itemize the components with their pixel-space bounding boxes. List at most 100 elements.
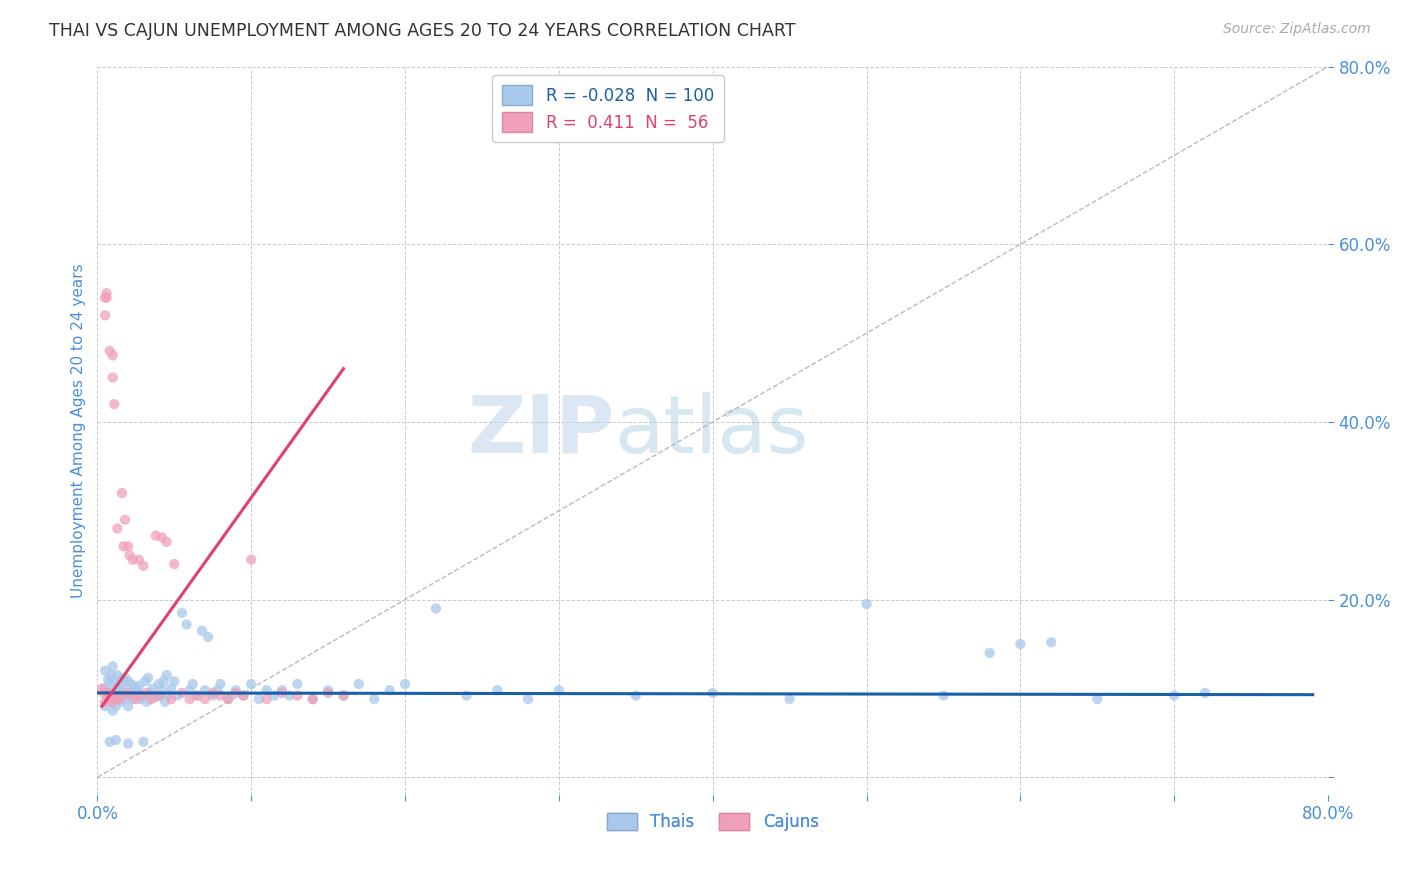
Point (142, 681, 165, 696)
Point (179, 692, 201, 706)
Point (201, 686, 224, 700)
Point (979, 646, 1001, 660)
Point (97, 690, 120, 705)
Point (155, 668, 177, 682)
Point (141, 692, 163, 706)
Point (201, 689, 224, 703)
Point (114, 692, 136, 706)
Point (217, 692, 239, 706)
Point (217, 692, 239, 706)
Point (240, 677, 263, 691)
Point (98, 677, 121, 691)
Point (932, 689, 955, 703)
Point (94, 309, 117, 323)
Point (363, 692, 385, 706)
Point (256, 683, 278, 698)
Point (93, 686, 115, 700)
Point (1040, 635, 1063, 649)
Point (209, 689, 232, 703)
Point (96, 291, 118, 305)
Point (247, 692, 270, 706)
Point (115, 688, 138, 702)
Point (702, 686, 724, 700)
Point (263, 689, 285, 703)
Point (98, 692, 121, 706)
Point (110, 681, 132, 696)
Point (112, 677, 135, 691)
Point (186, 689, 208, 703)
Point (1194, 686, 1216, 700)
Point (191, 624, 214, 638)
Point (160, 681, 183, 696)
Point (91, 681, 114, 696)
Point (1085, 692, 1108, 706)
Point (1163, 689, 1185, 703)
Point (101, 704, 124, 718)
Point (181, 677, 204, 691)
Point (347, 677, 370, 691)
Point (111, 686, 134, 700)
Point (149, 689, 172, 703)
Point (101, 695, 124, 709)
Point (285, 689, 308, 703)
Point (120, 689, 142, 703)
Point (111, 486, 134, 500)
Point (97, 686, 120, 700)
Point (128, 552, 150, 566)
Point (103, 397, 125, 411)
Point (100, 695, 122, 709)
Point (101, 673, 124, 687)
Point (118, 686, 141, 700)
Point (517, 692, 540, 706)
Point (232, 689, 254, 703)
Point (94, 291, 117, 305)
Point (94, 681, 117, 696)
Point (94, 664, 117, 678)
Point (132, 558, 155, 573)
Point (94, 699, 117, 714)
Point (121, 692, 143, 706)
Point (120, 677, 142, 691)
Point (209, 677, 232, 691)
Text: Source: ZipAtlas.com: Source: ZipAtlas.com (1223, 22, 1371, 37)
Point (194, 692, 217, 706)
Point (110, 692, 132, 706)
Point (141, 686, 163, 700)
Point (110, 673, 132, 687)
Point (148, 689, 170, 703)
Point (101, 659, 124, 673)
Point (160, 692, 183, 706)
Point (98, 343, 121, 358)
Point (100, 689, 122, 703)
Point (100, 668, 122, 682)
Point (145, 690, 167, 705)
Point (153, 695, 176, 709)
Point (1010, 637, 1032, 651)
Point (232, 689, 254, 703)
Point (155, 534, 177, 549)
Point (145, 529, 167, 543)
Point (104, 699, 127, 714)
Point (547, 683, 569, 698)
Point (624, 689, 647, 703)
Text: atlas: atlas (614, 392, 808, 470)
Point (125, 690, 148, 704)
Point (118, 548, 141, 562)
Point (129, 689, 152, 703)
Point (114, 671, 136, 685)
Point (127, 684, 149, 698)
Point (301, 692, 323, 706)
Point (207, 683, 229, 698)
Point (316, 686, 339, 700)
Point (278, 689, 301, 703)
Point (128, 679, 150, 693)
Point (101, 348, 124, 362)
Point (152, 674, 174, 689)
Point (117, 737, 139, 751)
Point (225, 683, 247, 698)
Point (157, 688, 180, 702)
Point (105, 522, 128, 536)
Point (101, 686, 124, 700)
Y-axis label: Unemployment Among Ages 20 to 24 years: Unemployment Among Ages 20 to 24 years (72, 263, 86, 599)
Point (104, 692, 127, 706)
